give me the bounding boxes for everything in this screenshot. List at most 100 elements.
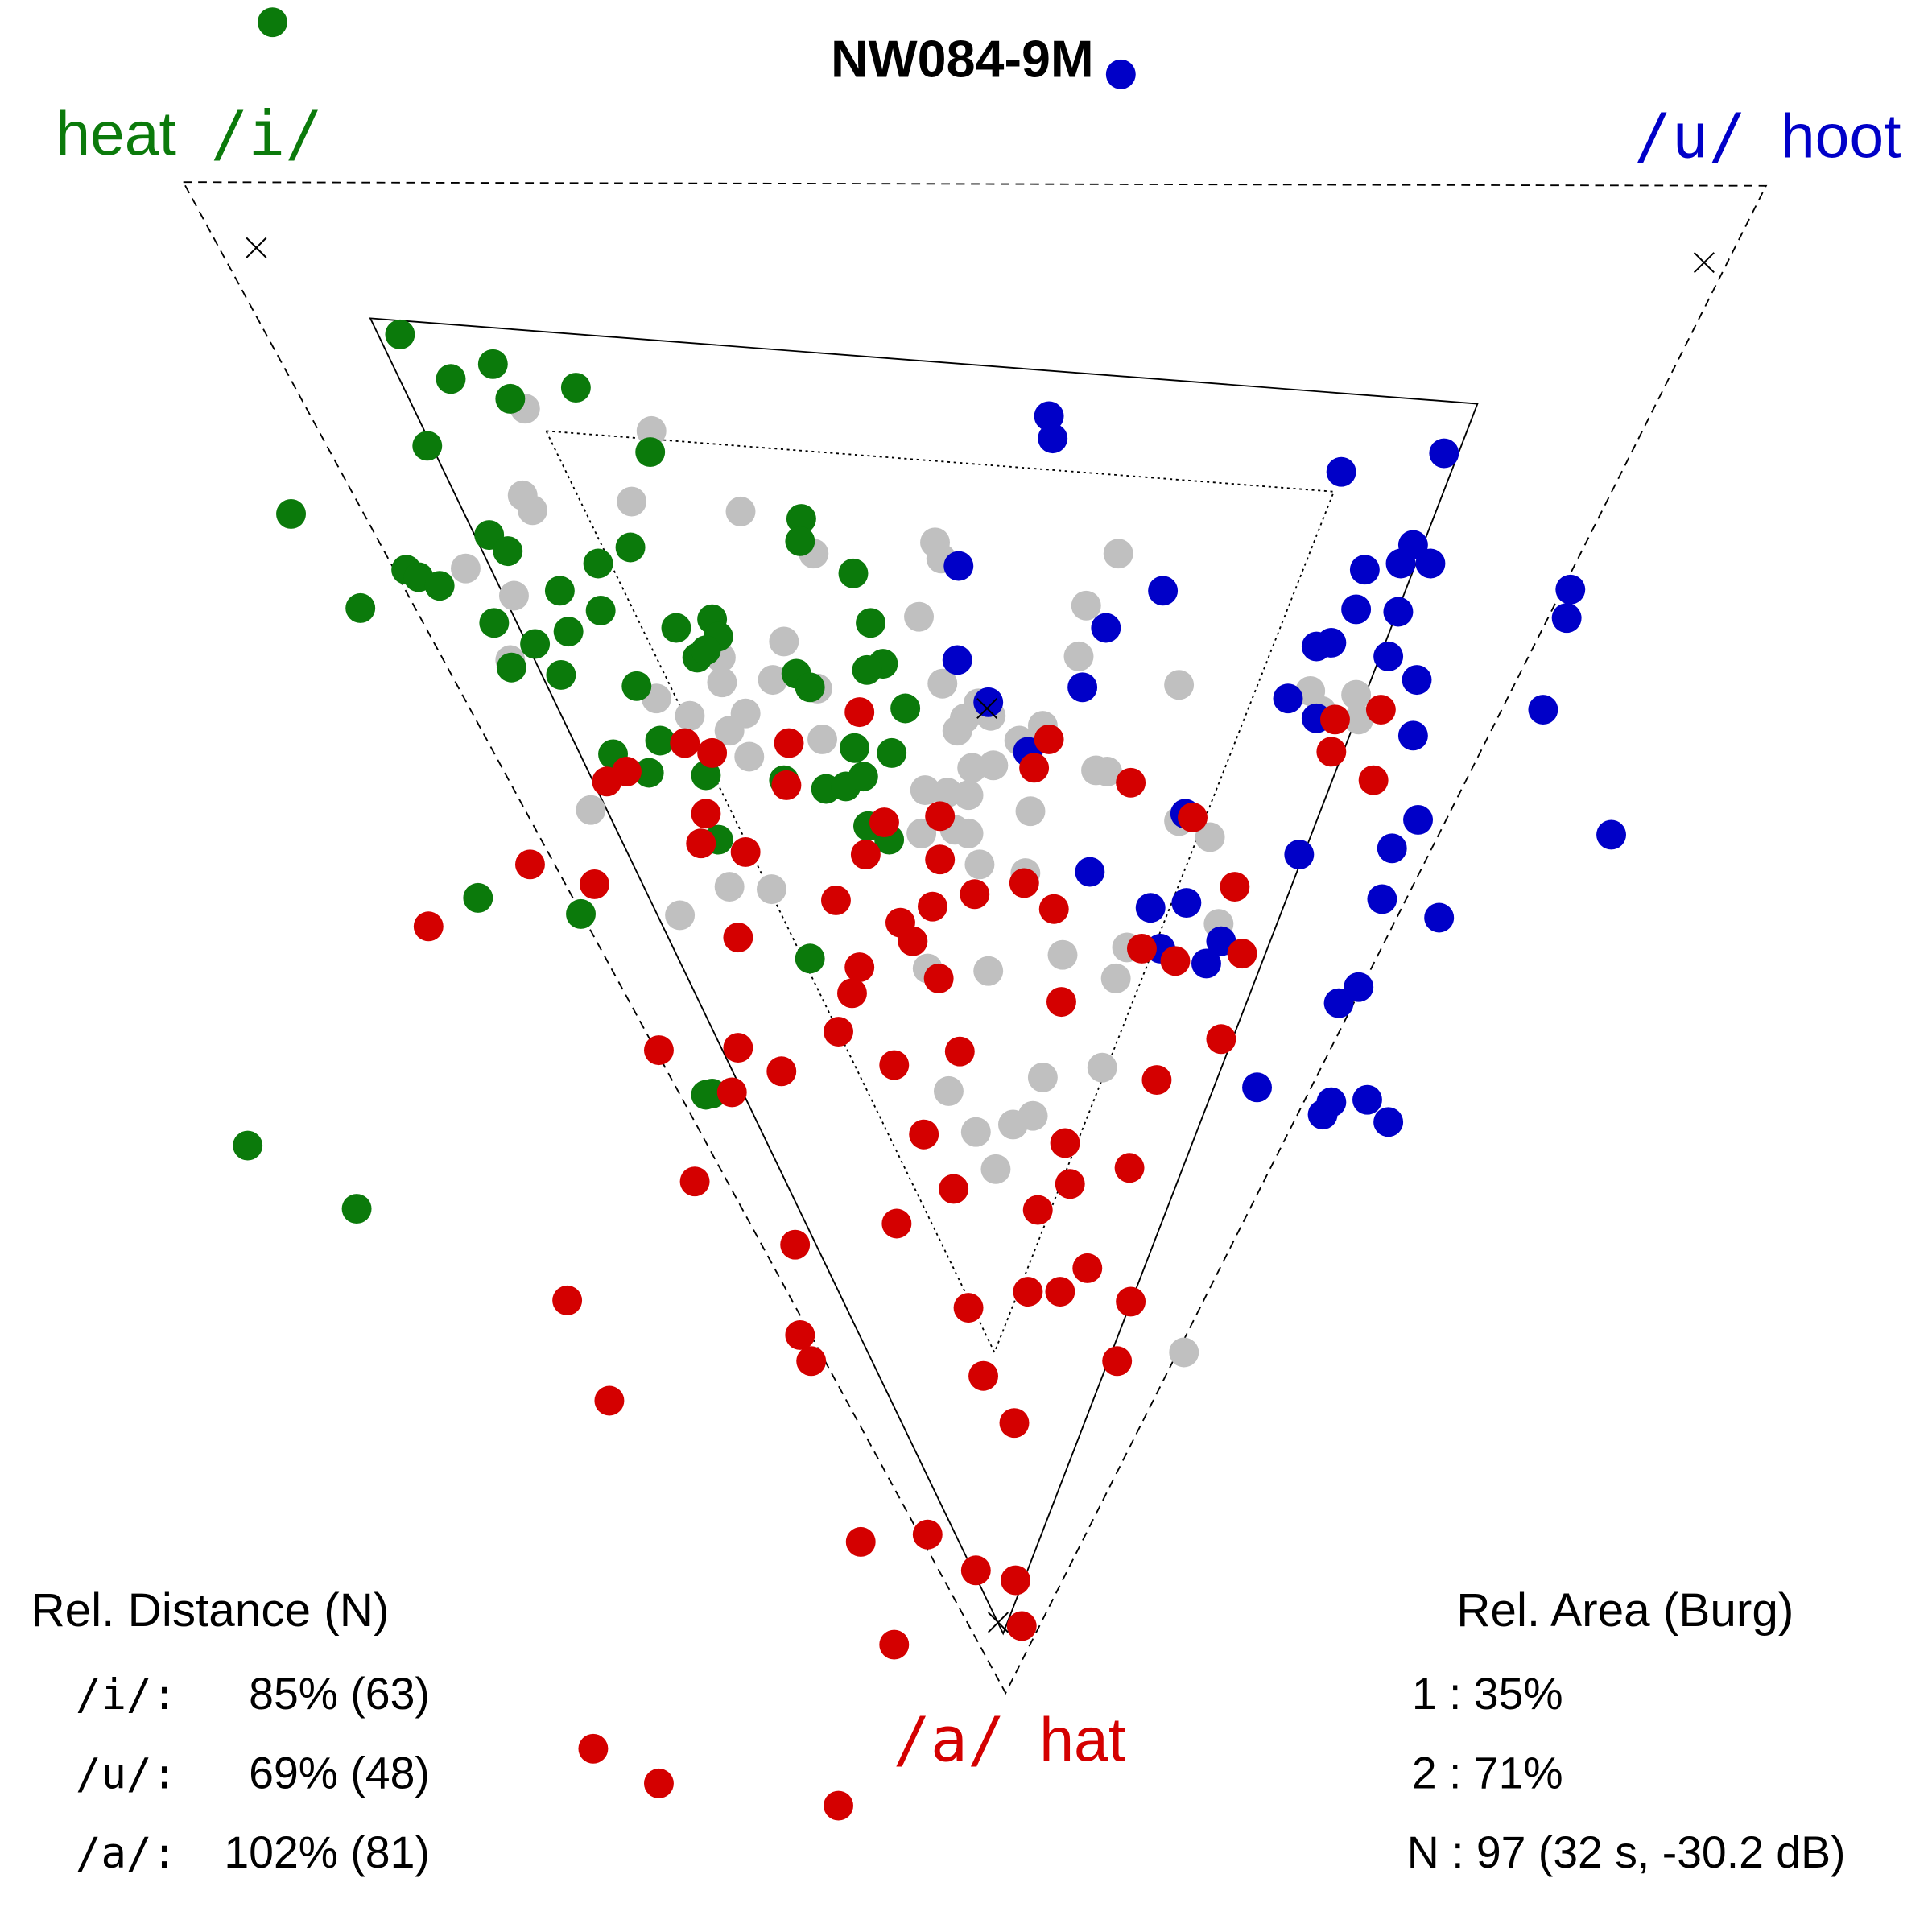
data-point-other bbox=[1027, 1063, 1058, 1092]
data-point-a bbox=[881, 1208, 912, 1239]
data-point-other bbox=[980, 1154, 1011, 1184]
data-point-a bbox=[1034, 724, 1064, 754]
data-point-u bbox=[1402, 665, 1432, 696]
data-point-u bbox=[1373, 641, 1404, 671]
cross-markers bbox=[246, 237, 1715, 1633]
data-point-i bbox=[233, 1130, 263, 1161]
data-point-i bbox=[621, 671, 652, 701]
data-point-other bbox=[1195, 822, 1225, 852]
data-point-u bbox=[973, 687, 1004, 717]
data-point-i bbox=[479, 608, 510, 638]
data-point-a bbox=[730, 837, 761, 867]
data-point-a bbox=[644, 1768, 674, 1798]
data-point-other bbox=[636, 415, 667, 446]
data-point-other bbox=[1047, 939, 1078, 970]
data-point-other bbox=[665, 900, 696, 931]
data-point-u bbox=[943, 551, 974, 581]
data-point-a bbox=[898, 926, 928, 956]
data-point-other bbox=[757, 874, 786, 905]
data-point-other bbox=[953, 818, 984, 848]
data-point-a bbox=[925, 801, 956, 832]
data-point-i bbox=[877, 737, 907, 768]
data-point-u bbox=[1383, 597, 1414, 627]
data-point-i bbox=[495, 383, 526, 414]
data-point-u bbox=[1038, 423, 1068, 454]
data-point-i bbox=[840, 733, 869, 763]
data-point-a bbox=[1141, 1065, 1172, 1095]
data-point-a bbox=[1358, 765, 1389, 795]
rel-distance-value: 102% (81) bbox=[224, 1827, 429, 1877]
data-point-i bbox=[544, 576, 575, 606]
data-point-i bbox=[635, 437, 666, 467]
data-point-a bbox=[821, 886, 851, 915]
data-point-u bbox=[1307, 1100, 1338, 1130]
data-point-other bbox=[1015, 796, 1046, 827]
data-point-a bbox=[771, 770, 802, 800]
data-point-i bbox=[436, 364, 466, 394]
data-point-a bbox=[968, 1360, 998, 1391]
data-point-a bbox=[1102, 1346, 1133, 1377]
data-point-u bbox=[1349, 555, 1380, 585]
data-point-other bbox=[906, 818, 937, 848]
data-point-a bbox=[1013, 1277, 1043, 1307]
data-point-a bbox=[944, 1036, 975, 1067]
data-point-a bbox=[1046, 987, 1076, 1018]
data-point-a bbox=[850, 840, 881, 869]
data-point-i bbox=[691, 760, 721, 791]
data-point-a bbox=[644, 1035, 674, 1066]
data-point-other bbox=[518, 495, 547, 526]
data-point-other bbox=[1071, 590, 1101, 621]
data-point-u bbox=[1424, 902, 1455, 933]
data-point-other bbox=[953, 780, 984, 811]
data-point-a bbox=[691, 799, 721, 829]
data-point-a bbox=[592, 766, 622, 797]
data-point-other bbox=[1100, 963, 1131, 993]
data-point-u bbox=[1344, 972, 1374, 1002]
rel-distance-value: 85% (63) bbox=[249, 1669, 430, 1719]
data-point-a bbox=[780, 1229, 811, 1260]
data-point-a bbox=[869, 807, 899, 837]
data-point-a bbox=[785, 1320, 815, 1350]
data-point-u bbox=[1135, 893, 1166, 923]
data-point-other bbox=[675, 700, 705, 731]
data-point-a bbox=[796, 1346, 827, 1377]
data-point-u bbox=[1242, 1072, 1272, 1103]
data-point-a bbox=[1227, 939, 1257, 969]
data-point-other bbox=[1344, 704, 1374, 735]
data-point-i bbox=[463, 882, 493, 913]
vowel-label-a: /a/ hat bbox=[893, 1705, 1125, 1777]
data-point-i bbox=[634, 758, 664, 788]
solid-triangle bbox=[369, 317, 1479, 1636]
inner-dotted-triangle bbox=[544, 430, 1335, 1355]
data-point-other bbox=[1169, 1337, 1199, 1368]
data-point-a bbox=[824, 1017, 853, 1046]
data-point-other bbox=[998, 1109, 1028, 1140]
data-point-u bbox=[1397, 720, 1428, 751]
data-point-a bbox=[1116, 1286, 1146, 1317]
vowel-label-u: /u/ hoot bbox=[1634, 101, 1901, 172]
vowel-triangles bbox=[182, 181, 1768, 1695]
data-point-u bbox=[1551, 603, 1582, 634]
data-point-other bbox=[707, 667, 737, 698]
data-point-other bbox=[973, 956, 1004, 986]
data-point-a bbox=[766, 1056, 797, 1087]
outer-dashed-triangle bbox=[182, 181, 1768, 1695]
data-point-other bbox=[576, 795, 606, 825]
data-point-i bbox=[795, 943, 825, 974]
data-point-a bbox=[1001, 1565, 1030, 1596]
data-point-i bbox=[546, 660, 576, 690]
data-point-a bbox=[912, 1519, 943, 1550]
data-point-u bbox=[1034, 401, 1064, 431]
data-point-a bbox=[1316, 737, 1347, 767]
vowel-symbol-u: /u/ bbox=[1634, 101, 1746, 172]
data-point-other bbox=[1103, 539, 1133, 569]
data-point-u bbox=[1373, 1107, 1404, 1137]
data-point-a bbox=[1009, 868, 1039, 898]
data-point-a bbox=[716, 1077, 747, 1108]
data-point-i bbox=[520, 629, 551, 659]
data-point-a bbox=[939, 1174, 969, 1204]
data-point-i bbox=[566, 898, 596, 929]
data-point-i bbox=[852, 654, 882, 685]
data-point-i bbox=[785, 526, 815, 556]
